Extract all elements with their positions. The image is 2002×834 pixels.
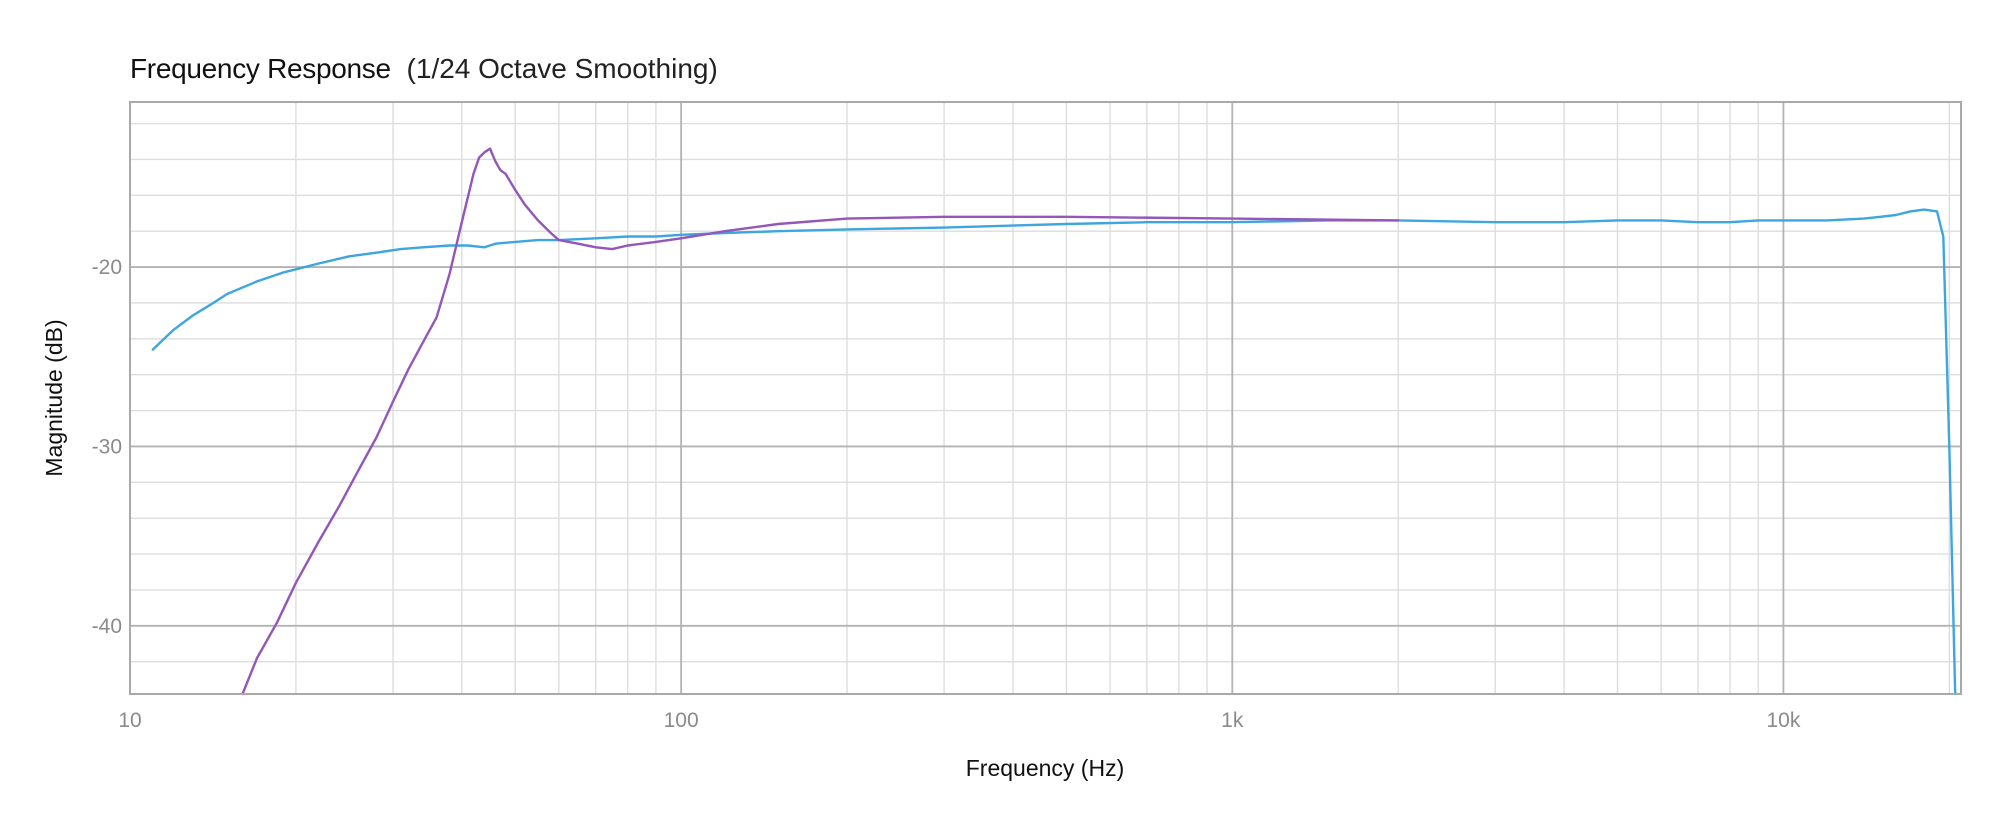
minor-gridlines: [130, 102, 1961, 694]
chart-title: Frequency Response (1/24 Octave Smoothin…: [130, 53, 718, 84]
y-tick-label: -30: [92, 435, 122, 458]
chart-subtitle: (1/24 Octave Smoothing): [407, 53, 718, 84]
series-layer: [151, 147, 1957, 696]
chart-title-main: Frequency Response: [130, 53, 391, 84]
x-tick-label: 100: [664, 709, 699, 732]
x-tick-label: 10: [118, 709, 141, 732]
x-axis-ticks: 10 100 1k 10k: [118, 709, 1801, 732]
y-axis-label: Magnitude (dB): [41, 319, 67, 476]
x-axis-label: Frequency (Hz): [966, 755, 1124, 781]
plot-area-frame: [129, 101, 1962, 695]
y-tick-label: -20: [92, 256, 122, 279]
y-tick-label: -40: [92, 615, 122, 638]
y-axis-ticks: -20 -30 -40: [92, 256, 122, 638]
x-tick-label: 1k: [1221, 709, 1244, 732]
x-tick-label: 10k: [1766, 709, 1800, 732]
major-gridlines: [130, 102, 1961, 694]
series-blue-line: [151, 208, 1957, 696]
series-purple-line: [241, 147, 1400, 696]
